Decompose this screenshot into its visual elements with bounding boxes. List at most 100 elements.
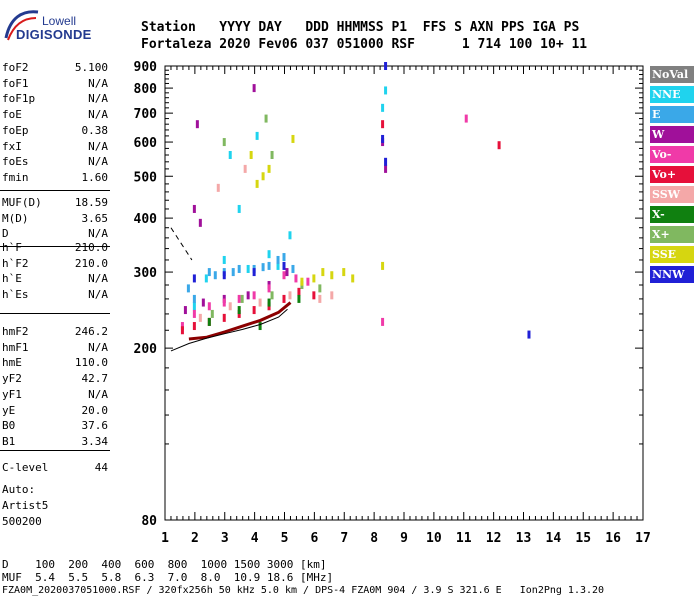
distance-row: D 100 200 400 600 800 1000 1500 3000 [km…	[2, 558, 327, 571]
param-separator	[0, 246, 110, 247]
param-name: B0	[2, 419, 16, 433]
param-row: MUF(D) 18.59	[2, 195, 108, 210]
echo-point	[276, 261, 280, 270]
x-tick-label: 14	[546, 531, 562, 546]
echo-point	[192, 274, 196, 283]
y-tick-label: 600	[134, 136, 158, 151]
echo-point	[261, 263, 265, 272]
echo-point	[267, 261, 271, 270]
param-name: fmin	[2, 170, 29, 184]
y-tick-label: 400	[134, 212, 158, 227]
echo-point	[297, 294, 301, 303]
echo-point	[231, 268, 235, 277]
x-tick-label: 3	[221, 531, 229, 546]
echo-point	[318, 294, 322, 303]
echo-point	[249, 150, 253, 159]
echo-point	[252, 84, 256, 93]
f-trace-line	[188, 301, 292, 341]
param-value: 5.100	[74, 61, 108, 74]
echo-point	[267, 284, 271, 293]
echo-point	[285, 268, 289, 277]
echo-point	[258, 322, 262, 331]
echo-point	[216, 183, 220, 192]
param-row: yE 20.0	[2, 403, 108, 418]
x-tick-label: 13	[516, 531, 532, 546]
echo-point	[207, 317, 211, 326]
echo-point	[222, 271, 226, 280]
param-value: 246.2	[74, 325, 108, 338]
echo-point	[291, 134, 295, 143]
x-tick-label: 17	[635, 531, 651, 546]
legend-item: W	[650, 126, 694, 143]
echo-point	[198, 313, 202, 322]
echo-point	[222, 298, 226, 307]
legend-item: Vo-	[650, 146, 694, 163]
legend-item: NoVal	[650, 66, 694, 83]
echo-point	[312, 291, 316, 300]
param-name: M(D)	[2, 211, 29, 225]
echo-point	[228, 302, 232, 311]
echo-point	[237, 264, 241, 273]
param-value: 110.0	[74, 356, 108, 370]
echo-point	[267, 250, 271, 259]
echo-point	[267, 302, 271, 311]
echo-point	[384, 164, 388, 173]
param-name: yE	[2, 403, 16, 417]
legend-item: SSW	[650, 186, 694, 203]
echo-point	[186, 284, 190, 293]
echo-point	[282, 271, 286, 280]
echo-point	[330, 291, 334, 300]
legend-item: NNW	[650, 266, 694, 283]
echo-point	[321, 268, 325, 277]
param-value: N/A	[88, 139, 108, 153]
y-tick-label: 800	[134, 82, 158, 97]
echo-point	[192, 294, 196, 303]
x-tick-label: 16	[605, 531, 621, 546]
logo-line1: Lowell	[42, 14, 77, 28]
echo-point	[351, 274, 355, 283]
param-value: 0.38	[81, 123, 109, 137]
y-tick-label: 80	[141, 514, 157, 529]
footer-info: FZA0M_2020037051000.RSF / 320fx256h 50 k…	[2, 585, 605, 596]
echo-point	[237, 204, 241, 213]
param-name: yF2	[2, 372, 22, 386]
param-row: hmE 110.0	[2, 355, 108, 370]
dashed-extrapolation-line	[170, 227, 193, 261]
echo-point	[252, 268, 256, 277]
echo-point	[255, 131, 259, 140]
param-row: yF2 42.7	[2, 371, 108, 386]
echo-point	[288, 231, 292, 240]
echo-point	[312, 274, 316, 283]
echo-point	[222, 255, 226, 264]
echo-point	[264, 114, 268, 123]
echo-point	[237, 309, 241, 318]
param-value: N/A	[88, 155, 108, 169]
param-name: foF1	[2, 76, 29, 90]
echo-point	[252, 291, 256, 300]
param-value: 44	[94, 461, 108, 474]
x-tick-label: 12	[486, 531, 502, 546]
echo-point	[306, 277, 310, 286]
echo-point	[252, 306, 256, 315]
param-row: foF1 N/A	[2, 76, 108, 91]
echo-point	[183, 306, 187, 315]
y-tick-label: 900	[134, 60, 158, 75]
param-row: yF1 N/A	[2, 387, 108, 402]
param-name: hmE	[2, 356, 22, 370]
param-row: B0 37.6	[2, 418, 108, 433]
header-line2: Fortaleza 2020 Fev06 037 051000 RSF 1 71…	[141, 37, 588, 52]
param-name: foF2	[2, 61, 29, 74]
x-tick-label: 4	[251, 531, 259, 546]
muf-row: MUF 5.4 5.5 5.8 6.3 7.0 8.0 10.9 18.6 [M…	[2, 571, 334, 584]
x-tick-label: 10	[426, 531, 442, 546]
echo-point	[222, 268, 226, 277]
x-tick-label: 11	[456, 531, 472, 546]
param-name: h`Es	[2, 288, 29, 302]
x-tick-label: 9	[400, 531, 408, 546]
echo-point	[192, 309, 196, 318]
autoscaling-info: Artist5	[2, 499, 49, 512]
echo-point	[384, 62, 388, 70]
param-name: MUF(D)	[2, 196, 42, 209]
legend-item: E	[650, 106, 694, 123]
param-name: hmF2	[2, 325, 29, 338]
